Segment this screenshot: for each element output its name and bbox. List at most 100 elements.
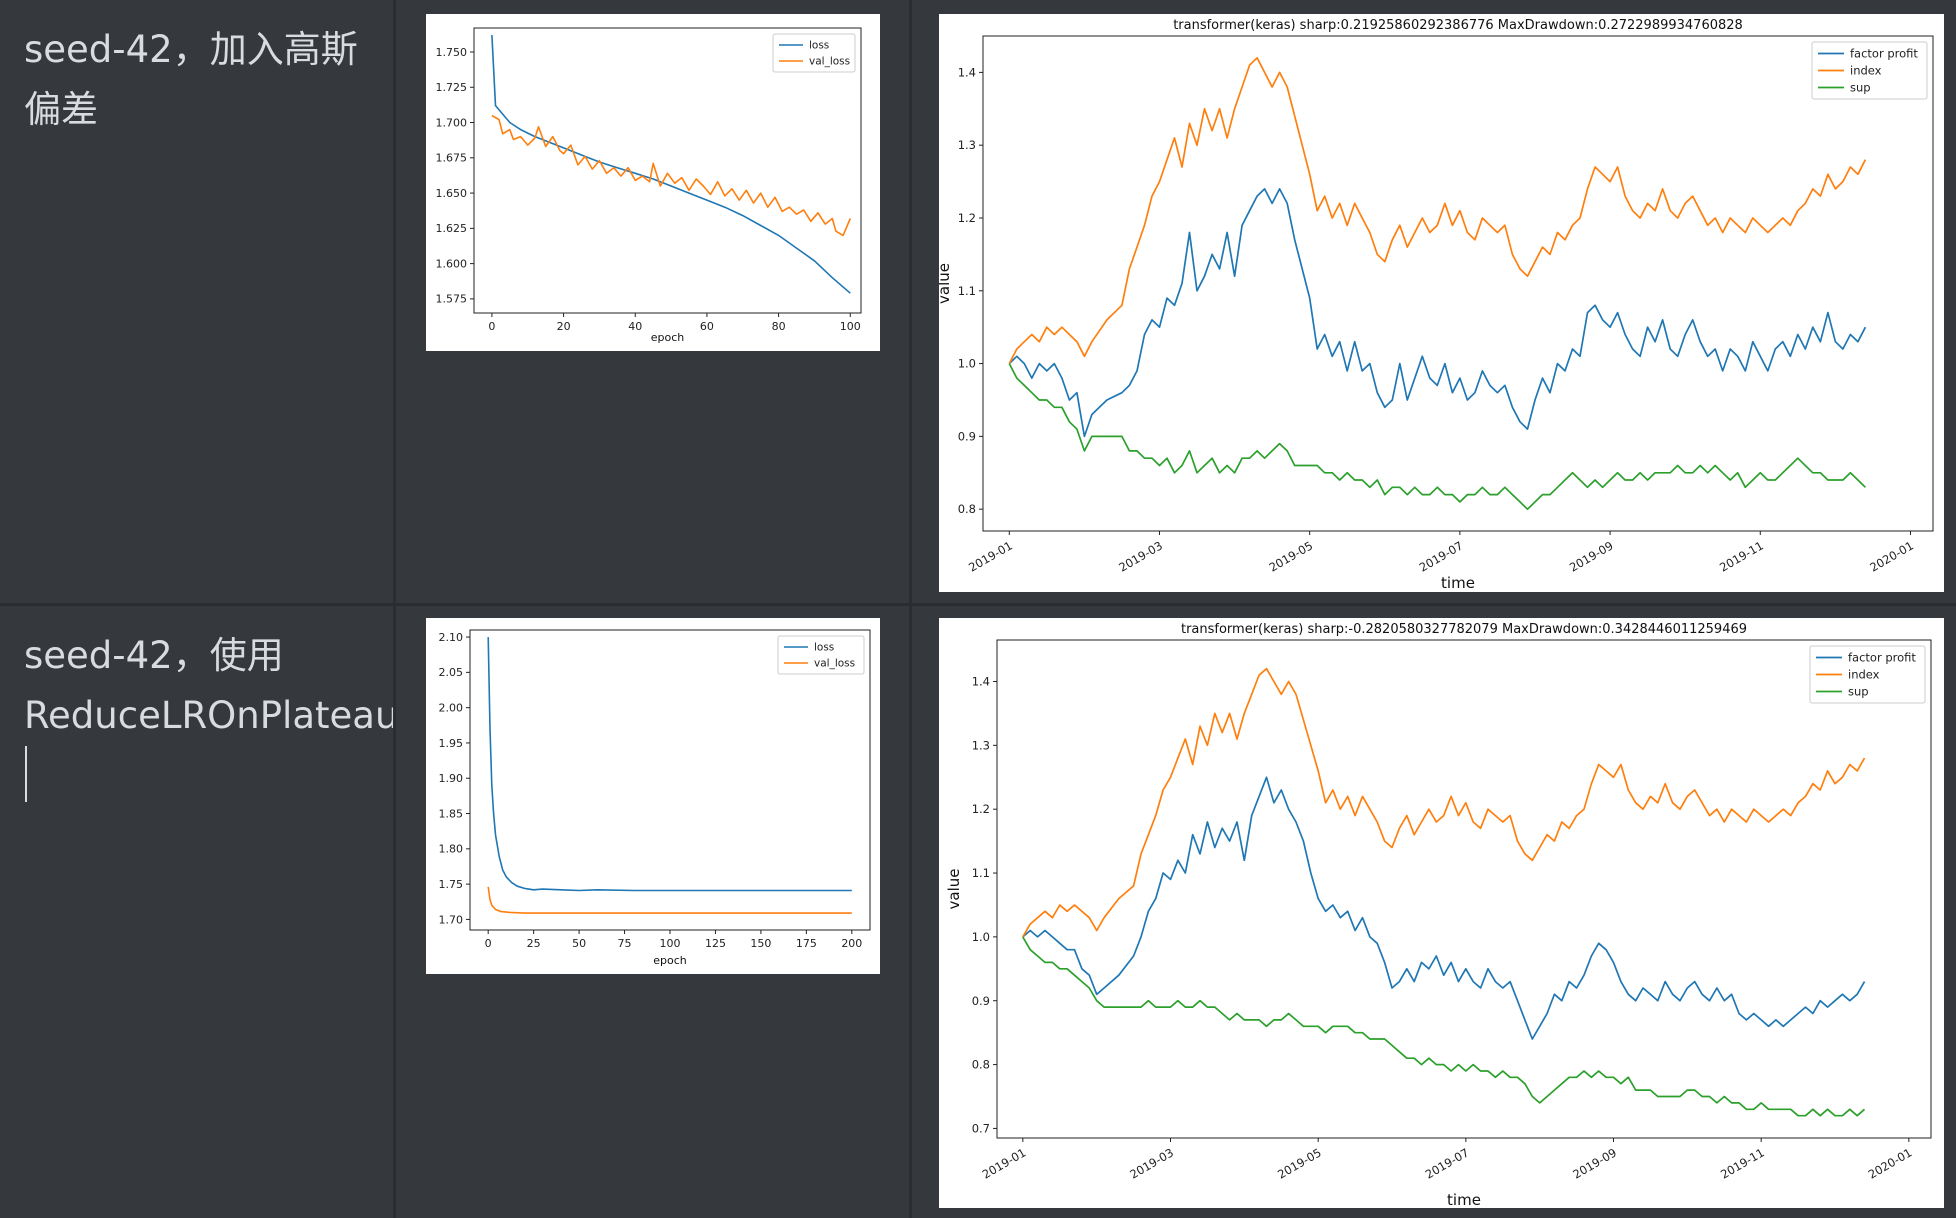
r1-bt-xtick-label: 2019-05 [1267,538,1316,574]
r2-bt-legend-label: index [1848,668,1880,682]
r2-bt-ytick-label: 0.8 [972,1058,990,1072]
r2-bt-xtick-label: 2019-09 [1570,1145,1619,1181]
r1-loss-series-loss [491,35,851,294]
r1-bt-axes-frame [982,35,1934,532]
r1-bt-ytick-label: 1.2 [958,211,976,225]
r2-loss-series-loss [487,637,852,892]
r2-loss-xtick-label: 75 [618,937,632,950]
r2-loss-ytick-label: 1.95 [439,737,464,750]
r1-bt-xlabel: time [1441,574,1475,592]
r2-bt-ytick-label: 1.2 [972,802,990,816]
row2-label[interactable]: seed-42，使用 ReduceLROnPlateau [24,626,393,810]
r1-loss-xlabel: epoch [651,331,685,344]
r2-loss-legend-label: loss [814,642,834,654]
r1-loss-ytick-label: 1.700 [436,116,468,129]
row1-label-cell[interactable]: seed-42，加入高斯 偏差 [0,0,396,606]
r1-bt-ytick-label: 1.3 [958,138,976,152]
r2-loss-ytick-label: 2.00 [439,701,464,714]
r1-bt-legend [1811,41,1928,100]
r2-bt-xtick-label: 2019-05 [1275,1145,1324,1181]
r1-bt-ytick-label: 1.1 [958,284,976,298]
r2-bt-xtick-label: 2019-11 [1718,1145,1767,1181]
r2-bt-series-sup [1022,936,1866,1117]
r2-loss-xtick-label: 50 [572,937,586,950]
r2-bt-ytick-label: 1.1 [972,866,990,880]
row2-backtest-plot: transformer(keras) sharp:-0.282058032778… [939,618,1944,1208]
r2-bt-axes-frame [996,639,1932,1139]
r2-bt-ytick-label: 0.7 [972,1121,990,1135]
r1-bt-series-index [1008,56,1867,364]
row2-backtest-cell: transformer(keras) sharp:-0.282058032778… [912,606,1956,1218]
r1-bt-xtick-label: 2019-11 [1717,538,1766,574]
r1-loss-xtick-label: 60 [700,320,714,333]
r2-bt-xtick-label: 2019-03 [1127,1145,1176,1181]
r1-loss-axes-frame [473,27,862,314]
r1-bt-series-sup [1008,363,1866,511]
r1-loss-ytick-label: 1.675 [436,152,468,165]
r1-loss-legend [772,33,856,73]
r1-bt-xtick-label: 2019-09 [1567,538,1616,574]
r2-loss-xtick-label: 0 [485,937,492,950]
r1-bt-ytick-label: 0.9 [958,429,976,443]
r1-bt-ytick-label: 0.8 [958,502,976,516]
r2-loss-xtick-label: 100 [660,937,681,950]
row1-backtest-plot: transformer(keras) sharp:0.2192586029238… [939,14,1944,592]
r1-bt-xtick-label: 2019-01 [966,538,1015,574]
r2-bt-ytick-label: 1.0 [972,930,990,944]
r2-loss-ytick-label: 2.10 [439,631,464,644]
r2-bt-xtick-label: 2020-01 [1866,1145,1915,1181]
r1-bt-legend-label: sup [1850,81,1871,95]
r1-bt-xtick-label: 2020-01 [1867,538,1916,574]
row1-loss-chart: 1.575 1.600 1.625 1.650 1.675 1.700 1.725 1.750… [436,27,862,344]
r2-loss-ytick-label: 1.80 [439,843,464,856]
r2-bt-legend-label: sup [1848,685,1869,699]
r1-loss-ytick-label: 1.575 [436,293,468,306]
row1-loss-cell: 1.575 1.600 1.625 1.650 1.675 1.700 1.725 1.750… [396,0,912,606]
r2-bt-xlabel: time [1447,1191,1481,1208]
r2-bt-ytick-label: 1.4 [972,675,990,689]
r2-loss-xtick-label: 25 [527,937,541,950]
r2-loss-axes-frame [469,629,871,931]
row1-label-line1: seed-42，加入高斯 [24,28,358,71]
r1-loss-xtick-label: 80 [772,320,786,333]
r2-bt-legend-label: factor profit [1848,651,1916,665]
r2-bt-xtick-label: 2019-07 [1423,1145,1472,1181]
r2-bt-ylabel: value [945,869,963,910]
r1-bt-ylabel: value [939,263,953,304]
r2-loss-xtick-label: 200 [841,937,862,950]
r1-loss-legend-label: loss [809,40,829,52]
r2-loss-xtick-label: 175 [796,937,817,950]
r1-loss-xtick-label: 40 [628,320,642,333]
row1-loss-plot: 1.575 1.600 1.625 1.650 1.675 1.700 1.725 1.750… [426,14,880,351]
r2-loss-ytick-label: 1.85 [439,807,464,820]
r2-loss-series-val-loss [487,886,852,914]
row1-label[interactable]: seed-42，加入高斯 偏差 [24,20,387,140]
r2-loss-xtick-label: 125 [705,937,726,950]
r1-bt-ytick-label: 1.4 [958,65,976,79]
r2-loss-ytick-label: 2.05 [439,666,464,679]
r2-loss-ytick-label: 1.75 [439,878,464,891]
r2-loss-xlabel: epoch [653,954,687,967]
r1-loss-ytick-label: 1.725 [436,81,468,94]
r1-loss-ytick-label: 1.750 [436,46,468,59]
r2-loss-ytick-label: 1.90 [439,772,464,785]
r1-bt-legend-label: factor profit [1850,47,1918,61]
r2-bt-xtick-label: 2019-01 [980,1145,1029,1181]
r2-bt-legend [1809,645,1926,704]
row2-label-cell[interactable]: seed-42，使用 ReduceLROnPlateau [0,606,396,1218]
row2-label-line2: ReduceLROnPlateau [24,694,396,737]
r1-bt-series-factor-profit [1008,188,1867,438]
row2-label-line1: seed-42，使用 [24,634,284,677]
row2-loss-chart: 1.70 1.75 1.80 1.85 1.90 1.95 2.00 2.05 2.10 0 25 5… [439,629,871,967]
r2-loss-xtick-label: 150 [750,937,771,950]
r2-loss-legend [777,635,865,675]
row1-backtest-chart: transformer(keras) sharp:0.2192586029238… [939,18,1934,592]
r2-bt-series-index [1022,667,1866,938]
r1-loss-xtick-label: 0 [488,320,495,333]
r2-bt-ytick-label: 0.9 [972,994,990,1008]
row2-loss-cell: 1.70 1.75 1.80 1.85 1.90 1.95 2.00 2.05 2.10 0 25 5… [396,606,912,1218]
r1-bt-ytick-label: 1.0 [958,357,976,371]
r2-loss-ytick-label: 1.70 [439,913,464,926]
r2-loss-legend-label: val_loss [814,658,855,670]
